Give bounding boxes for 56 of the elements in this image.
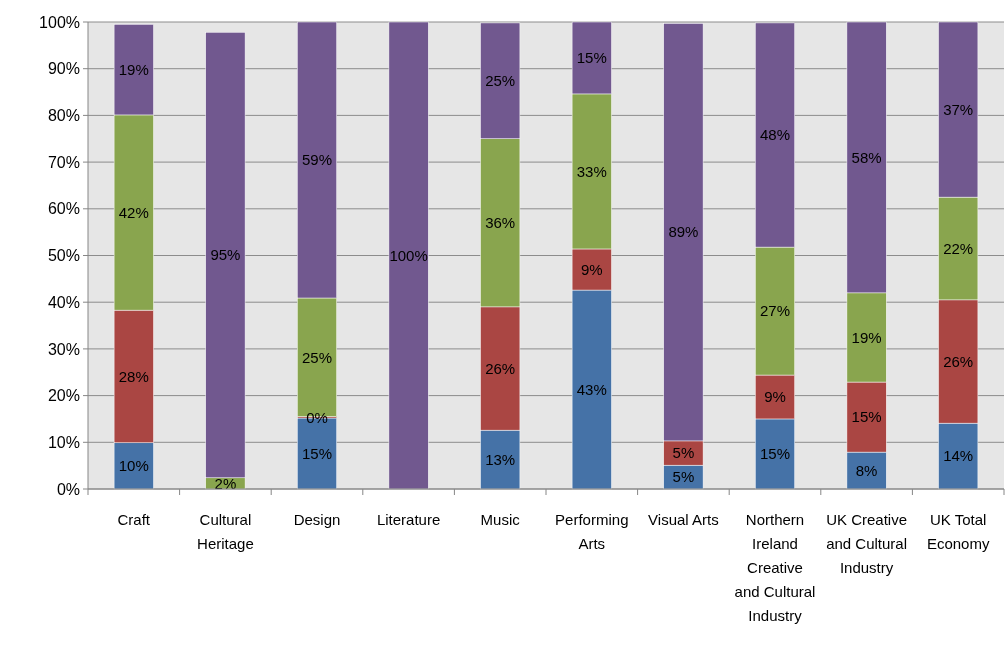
data-label: 5% — [672, 468, 695, 486]
data-label: 15% — [301, 444, 333, 462]
data-label: 36% — [485, 214, 516, 232]
x-tick-label: Cultural Heritage — [197, 511, 254, 552]
data-label: 15% — [851, 408, 882, 426]
data-label: 42% — [118, 203, 149, 221]
y-tick-label: 0% — [56, 480, 80, 498]
data-label: 2% — [214, 474, 237, 492]
data-label: 15% — [576, 49, 607, 67]
data-label: 26% — [485, 359, 516, 377]
data-label: 33% — [576, 162, 607, 180]
x-tick-label: Literature — [376, 511, 441, 528]
data-label: 28% — [118, 367, 149, 385]
data-label: 13% — [485, 450, 516, 468]
data-label: 10% — [118, 457, 149, 475]
data-label: 89% — [668, 223, 699, 241]
x-tick-label: Performing Arts — [555, 511, 629, 552]
data-label: 19% — [118, 60, 149, 78]
data-label: 0% — [306, 408, 328, 426]
x-tick-label: Craft — [117, 511, 151, 528]
y-tick-label: 20% — [47, 387, 80, 405]
x-tick-label: UK Total Economy — [926, 511, 990, 552]
y-tick-label: 30% — [47, 340, 80, 358]
x-tick-label: UK Creative and Cultural Industry — [826, 511, 908, 576]
data-label: 59% — [301, 151, 333, 169]
data-label: 9% — [580, 260, 603, 278]
x-tick-label: Visual Arts — [648, 511, 719, 528]
data-label: 14% — [943, 447, 974, 465]
data-label: 5% — [672, 444, 695, 462]
x-tick-label: Northern Ireland Creative and Cultural Industry — [734, 511, 816, 624]
y-tick-label: 100% — [39, 13, 80, 31]
y-tick-label: 70% — [47, 153, 80, 171]
y-tick-label: 50% — [47, 247, 80, 265]
data-label: 22% — [943, 239, 974, 257]
y-tick-label: 60% — [47, 200, 80, 218]
y-tick-label: 90% — [47, 60, 80, 78]
data-label: 19% — [851, 328, 882, 346]
y-tick-label: 80% — [47, 107, 80, 124]
data-label: 15% — [759, 445, 791, 463]
data-label: 58% — [851, 148, 882, 166]
data-label: 26% — [943, 352, 974, 370]
data-label: 25% — [485, 72, 516, 90]
data-label: 95% — [210, 246, 241, 264]
data-label: 100% — [389, 246, 428, 264]
y-tick-label: 40% — [47, 293, 80, 311]
x-tick-label: Design — [293, 511, 341, 528]
bar — [388, 21, 429, 490]
data-label: 8% — [855, 461, 878, 479]
data-label: 9% — [764, 388, 786, 406]
data-label: 37% — [943, 100, 974, 118]
data-label: 27% — [759, 302, 791, 320]
y-tick-label: 10% — [47, 433, 80, 451]
data-label: 25% — [301, 348, 333, 366]
data-label: 43% — [576, 380, 607, 398]
x-tick-label: Music — [480, 511, 521, 528]
data-label: 48% — [759, 126, 791, 144]
